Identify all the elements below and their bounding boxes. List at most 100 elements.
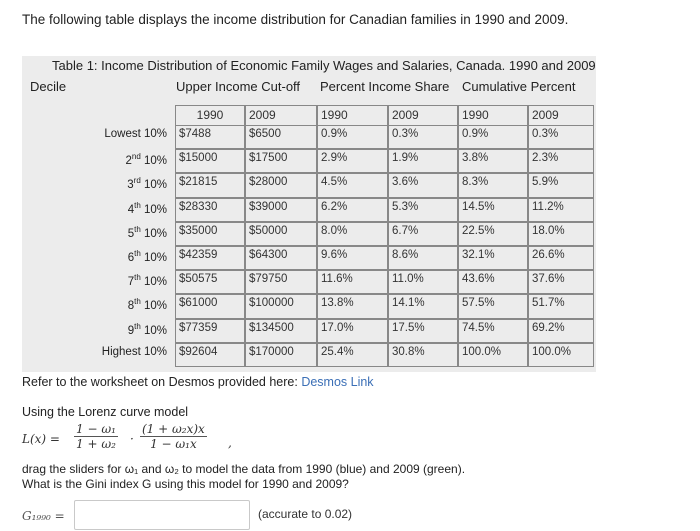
fraction-1: 1 − ω₁ 1 + ω₂	[74, 422, 118, 451]
table-cell: 11.0%	[388, 270, 458, 295]
table-cell: 2.3%	[528, 149, 594, 174]
fraction-2-numerator: (1 + ω₂x)x	[140, 422, 207, 437]
table-cell: 17.5%	[388, 318, 458, 343]
table-cell: 8.3%	[458, 173, 528, 198]
intro-text: The following table displays the income …	[22, 12, 569, 27]
table-cell: $50575	[175, 270, 245, 295]
table-cell: $64300	[245, 246, 317, 271]
table-cell: $170000	[245, 342, 317, 367]
table-cell: 14.1%	[388, 294, 458, 319]
table-cell: $17500	[245, 149, 317, 174]
decile-label: 2nd 10%	[125, 152, 167, 168]
table-cell: 30.8%	[388, 342, 458, 367]
table-cell: 6.2%	[317, 197, 388, 222]
table-cell: 3.8%	[458, 149, 528, 174]
table-cell: $15000	[175, 149, 245, 174]
table-cell: 100.0%	[528, 342, 594, 367]
table-cell: $100000	[245, 294, 317, 319]
table-cell: $7488	[175, 125, 245, 150]
table-cell: 32.1%	[458, 246, 528, 271]
table-cell: 4.5%	[317, 173, 388, 198]
year-header-cell: 1990	[175, 105, 245, 126]
table-cell: 0.3%	[388, 125, 458, 150]
table-cell: 100.0%	[458, 342, 528, 367]
table-cell: 6.7%	[388, 221, 458, 246]
table-cell: 0.9%	[317, 125, 388, 150]
decile-label: 3rd 10%	[127, 176, 167, 192]
decile-label: 8th 10%	[127, 297, 167, 313]
year-header-cell: 2009	[245, 105, 317, 126]
instructions: drag the sliders for ω₁ and ω₂ to model …	[22, 462, 465, 492]
table-cell: 11.6%	[317, 270, 388, 295]
table-cell: $77359	[175, 318, 245, 343]
table-cell: 57.5%	[458, 294, 528, 319]
table-cell: 69.2%	[528, 318, 594, 343]
table-cell: 14.5%	[458, 197, 528, 222]
year-header-cell: 2009	[388, 105, 458, 126]
header-share: Percent Income Share	[320, 79, 450, 94]
instruction-line-2: What is the Gini index G using this mode…	[22, 477, 349, 491]
formula-dot: ·	[130, 432, 134, 446]
refer-line: Refer to the worksheet on Desmos provide…	[22, 375, 374, 389]
table-cell: 3.6%	[388, 173, 458, 198]
year-header-cell: 2009	[528, 105, 594, 126]
year-header-cell: 1990	[458, 105, 528, 126]
table-cell: 26.6%	[528, 246, 594, 271]
table-cell: 8.0%	[317, 221, 388, 246]
table-cell: 18.0%	[528, 221, 594, 246]
gini-1990-label: G₁₉₉₀ =	[22, 509, 65, 523]
table-cell: $28000	[245, 173, 317, 198]
decile-label: 5th 10%	[127, 224, 167, 240]
table-cell: 2.9%	[317, 149, 388, 174]
fraction-2-denominator: 1 − ω₁x	[150, 437, 197, 451]
refer-text: Refer to the worksheet on Desmos provide…	[22, 375, 302, 389]
decile-label: 7th 10%	[127, 273, 167, 289]
fraction-2: (1 + ω₂x)x 1 − ω₁x	[140, 422, 207, 451]
table-cell: $28330	[175, 197, 245, 222]
fraction-1-denominator: 1 + ω₂	[76, 437, 116, 451]
instruction-line-1: drag the sliders for ω₁ and ω₂ to model …	[22, 462, 466, 476]
year-header-cell: 1990	[317, 105, 388, 126]
table-cell: 0.9%	[458, 125, 528, 150]
income-table: Table 1: Income Distribution of Economic…	[22, 56, 596, 372]
lorenz-title: Using the Lorenz curve model	[22, 405, 189, 419]
table-cell: $42359	[175, 246, 245, 271]
table-cell: 51.7%	[528, 294, 594, 319]
decile-label: 4th 10%	[127, 200, 167, 216]
formula-lhs: L(x) =	[22, 432, 60, 446]
desmos-link[interactable]: Desmos Link	[301, 375, 374, 389]
table-cell: $39000	[245, 197, 317, 222]
table-cell: 22.5%	[458, 221, 528, 246]
gini-accuracy-hint: (accurate to 0.02)	[258, 507, 353, 521]
table-cell: 8.6%	[388, 246, 458, 271]
table-cell: 9.6%	[317, 246, 388, 271]
lorenz-formula: L(x) = 1 − ω₁ 1 + ω₂ · (1 + ω₂x)x 1 − ω₁…	[22, 420, 282, 462]
decile-label: 9th 10%	[127, 321, 167, 337]
formula-comma: ,	[228, 436, 232, 450]
table-cell: 37.6%	[528, 270, 594, 295]
table-cell: 74.5%	[458, 318, 528, 343]
table-cell: 5.9%	[528, 173, 594, 198]
table-cell: $79750	[245, 270, 317, 295]
table-cell: $35000	[175, 221, 245, 246]
decile-label: Lowest 10%	[104, 128, 167, 140]
fraction-1-numerator: 1 − ω₁	[74, 422, 118, 437]
table-cell: 43.6%	[458, 270, 528, 295]
table-cell: $61000	[175, 294, 245, 319]
table-caption: Table 1: Income Distribution of Economic…	[52, 58, 596, 73]
table-cell: 17.0%	[317, 318, 388, 343]
table-cell: $92604	[175, 342, 245, 367]
table-cell: $6500	[245, 125, 317, 150]
gini-1990-input[interactable]	[74, 500, 250, 530]
header-cumulative: Cumulative Percent	[462, 79, 576, 94]
decile-label: 6th 10%	[127, 249, 167, 264]
table-cell: 0.3%	[528, 125, 594, 150]
table-cell: 5.3%	[388, 197, 458, 222]
decile-label: Highest 10%	[101, 345, 167, 358]
table-cell: 13.8%	[317, 294, 388, 319]
table-cell: $21815	[175, 173, 245, 198]
header-cutoff: Upper Income Cut-off	[176, 79, 301, 94]
table-cell: $134500	[245, 318, 317, 343]
table-cell: 1.9%	[388, 149, 458, 174]
